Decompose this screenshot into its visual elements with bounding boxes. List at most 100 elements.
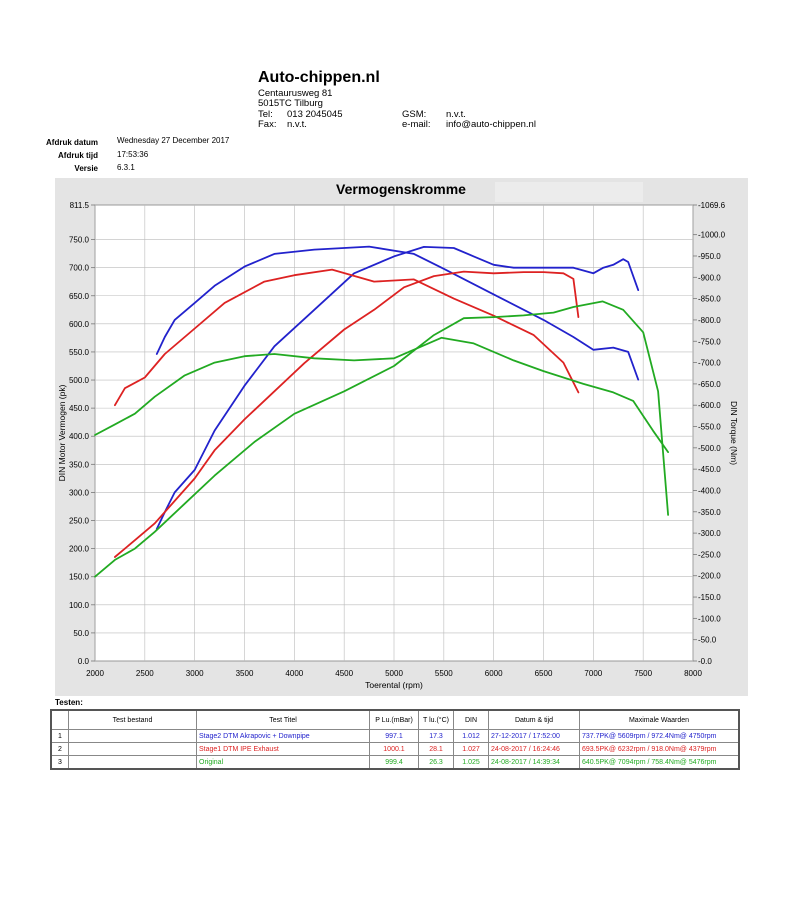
cell-max: 640.5PK@ 7094rpm / 758.4Nm@ 5476rpm	[579, 755, 740, 770]
cell-p: 1000.1	[369, 742, 419, 756]
cell-t: 28.1	[418, 742, 454, 756]
cell-din: 1.027	[453, 742, 489, 756]
fax-label: Fax:	[258, 119, 277, 130]
x-tick-label: 7500	[634, 669, 652, 678]
col-header-date: Datum & tijd	[488, 709, 580, 730]
y2-tick-label: -950.0	[698, 252, 721, 261]
chart-svg: Vermogenskromme 2000 2500 3000 3500 4000 4500 5…	[57, 181, 739, 690]
y2-tick-label: -850.0	[698, 295, 721, 304]
y2-tick-label: -750.0	[698, 337, 721, 346]
series-line-1-power	[155, 246, 640, 530]
cell-p: 997.1	[369, 729, 419, 743]
y-tick-label: 500.0	[69, 376, 90, 385]
y2-tick-label: -100.0	[698, 614, 721, 623]
x-tick-label: 5500	[435, 669, 453, 678]
cell-din: 1.025	[453, 755, 489, 770]
x-tick-label: 4500	[335, 669, 353, 678]
chart-title: Vermogenskromme	[336, 181, 466, 197]
y2-tick-label: -150.0	[698, 593, 721, 602]
cell-file	[68, 742, 197, 756]
col-header-nr	[50, 709, 69, 730]
y-axis-label: DIN Motor Vermogen (pk)	[57, 384, 67, 481]
cell-nr: 3	[50, 755, 69, 770]
x-tick-label: 8000	[684, 669, 702, 678]
y2-tick-label: -1000.0	[698, 231, 726, 240]
y-tick-label: 550.0	[69, 348, 90, 357]
x-tick-label: 5000	[385, 669, 403, 678]
y-tick-label: 400.0	[69, 432, 90, 441]
email-label: e-mail:	[402, 119, 431, 130]
tests-table: Test bestand Test Titel P Lu.(mBar) T lu…	[50, 709, 740, 770]
company-name: Auto-chippen.nl	[258, 69, 380, 86]
y2-tick-label: -600.0	[698, 401, 721, 410]
cell-date: 24-08-2017 / 16:24:46	[488, 742, 580, 756]
y-tick-label: 200.0	[69, 545, 90, 554]
cell-nr: 1	[50, 729, 69, 743]
col-header-pressure: P Lu.(mBar)	[369, 709, 419, 730]
print-date-label: Afdruk datum	[46, 138, 98, 147]
series-line-2-torque	[155, 245, 640, 381]
cell-date: 24-08-2017 / 14:39:34	[488, 755, 580, 770]
table-row[interactable]: 1 Stage2 DTM Akrapovic + Downpipe 997.1 17.…	[50, 729, 740, 743]
print-time-label: Afdruk tijd	[58, 151, 98, 160]
x-tick-label: 4000	[285, 669, 303, 678]
cell-title: Stage2 DTM Akrapovic + Downpipe	[196, 729, 370, 743]
tests-label: Testen:	[55, 698, 83, 707]
version-label: Versie	[74, 164, 98, 173]
col-header-file: Test bestand	[68, 709, 197, 730]
cell-nr: 2	[50, 742, 69, 756]
cell-p: 999.4	[369, 755, 419, 770]
cell-file	[68, 729, 197, 743]
gsm-label: GSM:	[402, 109, 427, 120]
tests-header-row: Test bestand Test Titel P Lu.(mBar) T lu…	[50, 709, 740, 730]
cell-file	[68, 755, 197, 770]
cell-date: 27-12-2017 / 17:52:00	[488, 729, 580, 743]
y-tick-label: 700.0	[69, 264, 90, 273]
email-value: info@auto-chippen.nl	[446, 119, 536, 130]
y2-tick-label: -200.0	[698, 572, 721, 581]
cell-din: 1.012	[453, 729, 489, 743]
cell-t: 26.3	[418, 755, 454, 770]
title-backdrop	[495, 182, 643, 202]
y-tick-label: 150.0	[69, 573, 90, 582]
y-tick-label: 250.0	[69, 517, 90, 526]
x-tick-label: 6000	[485, 669, 503, 678]
col-header-din: DIN	[453, 709, 489, 730]
y2-tick-label: -1069.6	[698, 201, 726, 210]
y2-tick-label: -0.0	[698, 657, 712, 666]
series-line-4-torque	[114, 268, 580, 407]
tel-value: 013 2045045	[287, 109, 343, 120]
y-tick-label: 450.0	[69, 404, 90, 413]
address-line-1: Centaurusweg 81	[258, 88, 333, 99]
cell-t: 17.3	[418, 729, 454, 743]
y2-tick-label: -650.0	[698, 380, 721, 389]
y2-tick-label: -400.0	[698, 486, 721, 495]
power-curve-chart: Vermogenskromme 2000 2500 3000 3500 4000 4500 5…	[55, 178, 748, 696]
print-date-value: Wednesday 27 December 2017	[117, 136, 230, 145]
y2-tick-label: -900.0	[698, 273, 721, 282]
cell-max: 693.5PK@ 6232rpm / 918.0Nm@ 4379rpm	[579, 742, 740, 756]
cell-max: 737.7PK@ 5609rpm / 972.4Nm@ 4750rpm	[579, 729, 740, 743]
y2-tick-label: -50.0	[698, 636, 717, 645]
y2-tick-label: -450.0	[698, 465, 721, 474]
x-tick-label: 6500	[535, 669, 553, 678]
fax-value: n.v.t.	[287, 119, 307, 130]
table-row[interactable]: 2 Stage1 DTM IPE Exhaust 1000.1 28.1 1.027 24…	[50, 742, 740, 756]
cell-title: Stage1 DTM IPE Exhaust	[196, 742, 370, 756]
y2-tick-label: -800.0	[698, 316, 721, 325]
y-tick-label: 650.0	[69, 292, 90, 301]
y2-tick-label: -700.0	[698, 359, 721, 368]
tel-label: Tel:	[258, 109, 273, 120]
series-line-3-power	[114, 270, 580, 558]
gsm-value: n.v.t.	[446, 109, 466, 120]
cell-title: Original	[196, 755, 370, 770]
y2-axis-label: DIN Torque (Nm)	[729, 401, 739, 465]
table-row[interactable]: 3 Original 999.4 26.3 1.025 24-08-2017 / 14:3…	[50, 755, 740, 770]
y-tick-label: 811.5	[70, 201, 90, 210]
y2-tick-label: -550.0	[698, 423, 721, 432]
col-header-title: Test Titel	[196, 709, 370, 730]
y2-tick-label: -350.0	[698, 508, 721, 517]
version-value: 6.3.1	[117, 163, 135, 172]
x-tick-label: 2000	[86, 669, 104, 678]
y-tick-label: 350.0	[69, 460, 90, 469]
